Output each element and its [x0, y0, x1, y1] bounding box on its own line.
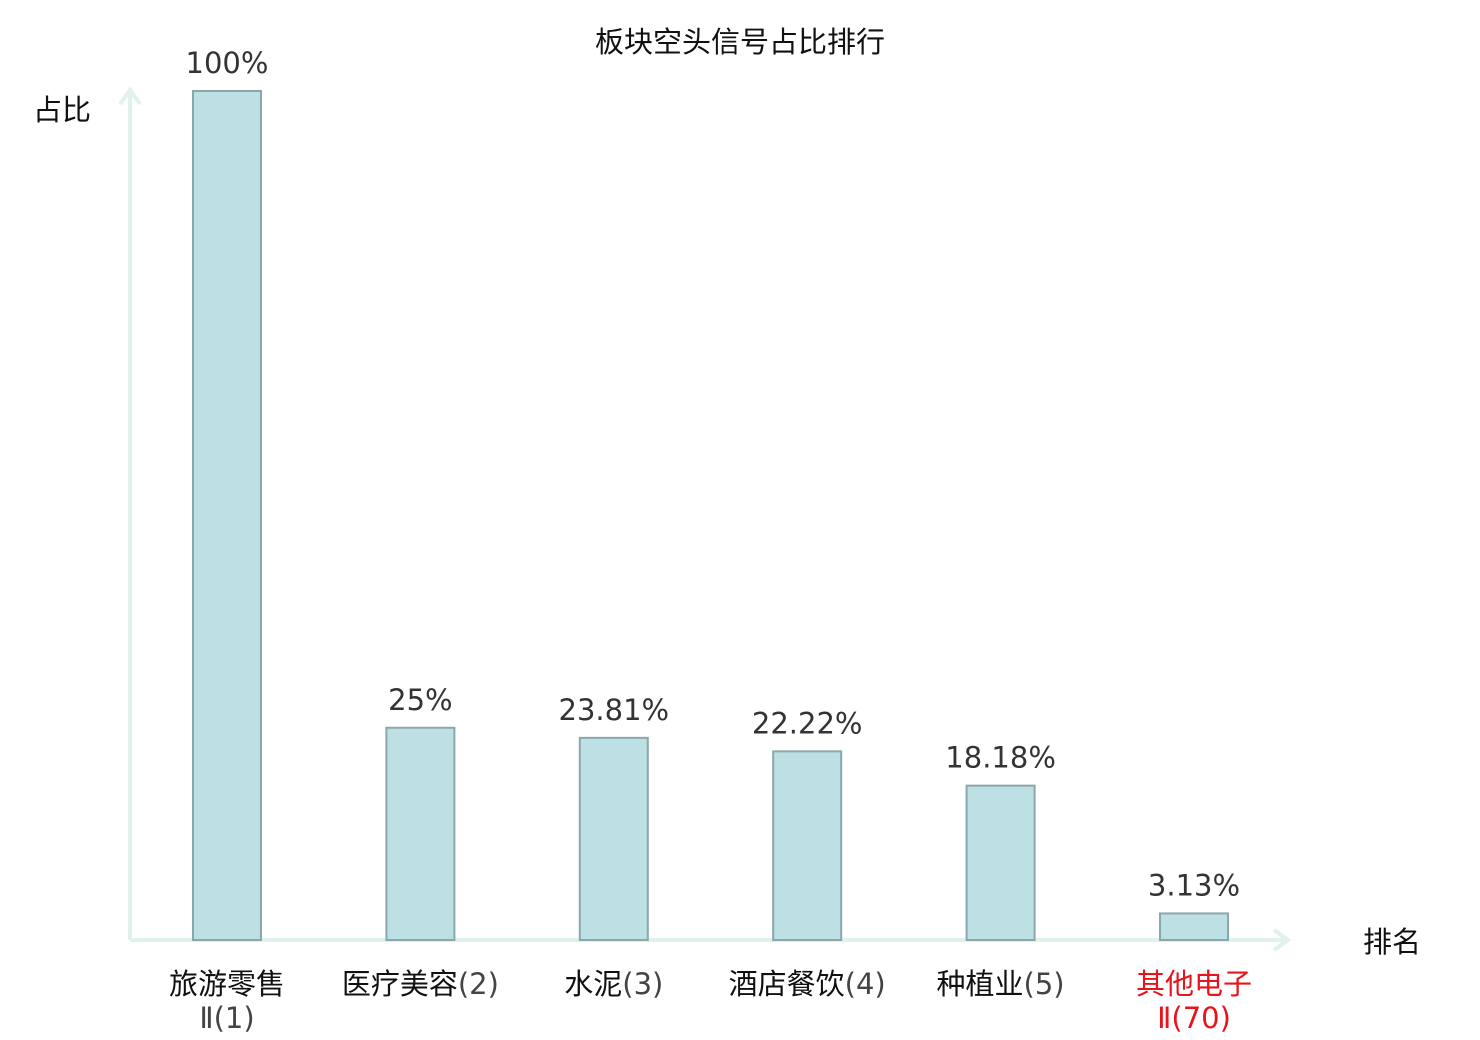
category-label-1: 旅游零售 Ⅱ(1)	[169, 967, 285, 1035]
category-rank: (5)	[1024, 967, 1065, 1001]
category-label-5: 种植业(5)	[937, 967, 1065, 1001]
y-axis-label: 占比	[33, 93, 91, 127]
category-label-6: 其他电子 Ⅱ(70)	[1136, 967, 1252, 1035]
bar-6	[1159, 912, 1229, 941]
category-label-4: 酒店餐饮(4)	[729, 967, 886, 1001]
value-label-5: 18.18%	[945, 741, 1056, 775]
value-label-4: 22.22%	[752, 706, 863, 740]
value-label-3: 23.81%	[559, 693, 670, 727]
category-name: 种植业	[937, 967, 1024, 1001]
x-axis-label: 排名	[1363, 925, 1421, 959]
bar-2	[385, 726, 456, 941]
category-rank: (70)	[1171, 1001, 1231, 1035]
category-name: 其他电子	[1136, 967, 1252, 1001]
value-label-2: 25%	[388, 683, 452, 717]
category-label-3: 水泥(3)	[564, 967, 663, 1001]
bar-3	[578, 736, 649, 941]
value-label-6: 3.13%	[1148, 868, 1240, 902]
category-name-suffix: Ⅱ	[199, 1001, 213, 1035]
category-rank: (1)	[214, 1001, 255, 1035]
category-name: 水泥	[564, 967, 622, 1001]
value-label-1: 100%	[186, 46, 269, 80]
bar-1	[192, 90, 262, 941]
bar-5	[965, 784, 1036, 941]
category-label-2: 医疗美容(2)	[342, 967, 499, 1001]
category-rank: (3)	[622, 967, 663, 1001]
bars-group	[192, 90, 1229, 941]
category-name: 医疗美容	[342, 967, 458, 1001]
x-axis-arrow	[1272, 928, 1292, 952]
category-rank: (4)	[845, 967, 886, 1001]
value-labels-group: 100% 25% 23.81% 22.22% 18.18% 3.13%	[186, 46, 1241, 902]
category-labels-group: 旅游零售 Ⅱ(1)医疗美容(2) 水泥(3) 酒店餐饮(4) 种植业(5) 其他电子 Ⅱ(7…	[169, 967, 1252, 1035]
bar-4	[772, 750, 843, 941]
category-name: 酒店餐饮	[729, 967, 845, 1001]
category-rank: (2)	[458, 967, 499, 1001]
y-axis-arrow	[118, 86, 142, 106]
chart-title: 板块空头信号占比排行	[595, 25, 885, 59]
category-name-suffix: Ⅱ	[1157, 1001, 1171, 1035]
category-name: 旅游零售	[169, 967, 285, 1001]
